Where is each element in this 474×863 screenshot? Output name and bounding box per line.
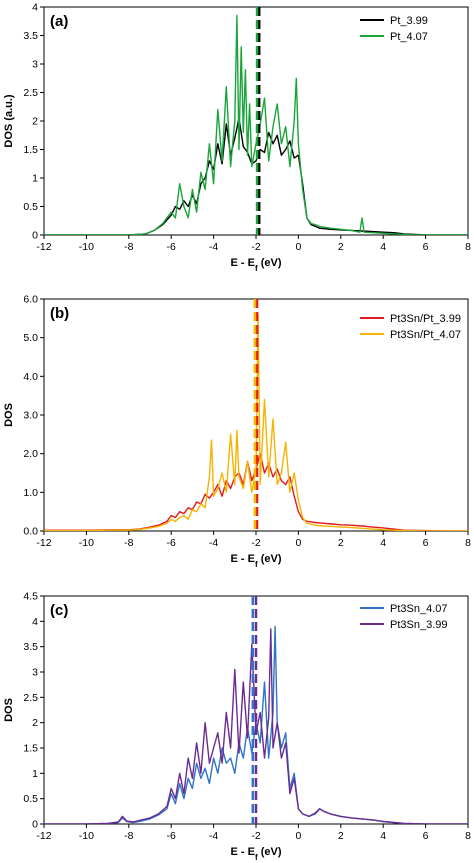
x-tick-label: 0 — [295, 537, 301, 549]
x-tick-label: -8 — [124, 830, 133, 842]
y-tick-label: 0 — [32, 819, 38, 831]
y-tick-label: 6.0 — [23, 294, 38, 306]
y-tick-label: 0.5 — [23, 201, 38, 213]
y-tick-label: 0.5 — [23, 793, 38, 805]
y-tick-label: 4 — [32, 616, 38, 628]
x-tick-label: -12 — [36, 830, 51, 842]
x-axis-label: E - Ef (eV) — [231, 257, 282, 273]
series-line-2 — [44, 628, 468, 824]
x-tick-label: -12 — [36, 537, 51, 549]
x-tick-label: -4 — [209, 241, 218, 253]
series-line-2 — [44, 14, 468, 235]
x-tick-label: -4 — [209, 830, 218, 842]
x-tick-label: 4 — [380, 830, 386, 842]
y-tick-label: 3.5 — [23, 30, 38, 42]
y-tick-label: 1 — [32, 173, 38, 185]
x-axis-label-tail: (eV) — [258, 553, 282, 565]
x-tick-label: 6 — [423, 241, 429, 253]
x-tick-label: 8 — [465, 537, 471, 549]
y-tick-label: 4 — [32, 2, 38, 14]
x-tick-label: -8 — [124, 241, 133, 253]
panel-label: (c) — [50, 602, 68, 619]
y-tick-label: 3.5 — [23, 641, 38, 653]
x-tick-label: -6 — [167, 830, 176, 842]
y-axis-label: DOS — [3, 698, 15, 722]
x-tick-label: -2 — [251, 241, 260, 253]
y-tick-label: 0 — [32, 230, 38, 242]
y-tick-label: 3 — [32, 59, 38, 71]
x-axis-label-sub: f — [255, 264, 258, 273]
x-axis-label-main: E - E — [231, 257, 255, 269]
y-tick-label: 1 — [32, 768, 38, 780]
x-tick-label: 8 — [465, 241, 471, 253]
chart-panel-3: 0 0.5 1 1.5 2 2.5 3 3.5 4 4.5 -12 -10 -8 -6 -4 -2 0 2 4 6 8 D… — [3, 591, 471, 862]
x-axis-label-tail: (eV) — [258, 846, 282, 858]
y-axis-label: DOS — [3, 403, 15, 427]
legend-label: Pt3Sn/Pt_4.07 — [390, 329, 461, 341]
x-tick-label: -10 — [79, 537, 94, 549]
y-tick-label: 4.0 — [23, 371, 38, 383]
legend-label: Pt3Sn_4.07 — [390, 603, 448, 615]
series-line-2 — [44, 313, 468, 531]
y-tick-label: 1.0 — [23, 487, 38, 499]
y-tick-label: 1.5 — [23, 743, 38, 755]
chart-panel-2: 0.0 1.0 2.0 3.0 4.0 5.0 6.0 -12 -10 -8 -6 -4 -2 0 2 4 6 8… — [3, 294, 471, 569]
x-tick-label: -6 — [167, 241, 176, 253]
y-tick-label: 2 — [32, 116, 38, 128]
x-tick-label: 0 — [295, 830, 301, 842]
x-tick-label: 6 — [423, 537, 429, 549]
legend-label: Pt3Sn_3.99 — [390, 619, 448, 631]
x-tick-label: -12 — [36, 241, 51, 253]
x-tick-label: 4 — [380, 537, 386, 549]
x-tick-label: -4 — [209, 537, 218, 549]
y-axis-label: DOS (a.u.) — [3, 94, 15, 148]
x-tick-label: 4 — [380, 241, 386, 253]
legend-label: Pt3Sn/Pt_3.99 — [390, 313, 461, 325]
x-tick-label: 2 — [338, 537, 344, 549]
x-tick-label: -2 — [251, 830, 260, 842]
x-tick-label: -2 — [251, 537, 260, 549]
y-tick-label: 3 — [32, 667, 38, 679]
y-tick-label: 3.0 — [23, 410, 38, 422]
x-tick-label: 2 — [338, 830, 344, 842]
x-axis-label-main: E - E — [231, 553, 255, 565]
x-tick-label: 8 — [465, 830, 471, 842]
y-tick-label: 0.0 — [23, 526, 38, 538]
x-tick-label: -10 — [79, 830, 94, 842]
x-tick-label: -8 — [124, 537, 133, 549]
x-axis-label-sub: f — [255, 853, 258, 862]
x-tick-label: 2 — [338, 241, 344, 253]
x-tick-label: 6 — [423, 830, 429, 842]
x-tick-label: -10 — [79, 241, 94, 253]
y-tick-label: 1.5 — [23, 144, 38, 156]
x-axis-label-main: E - E — [231, 846, 255, 858]
x-tick-label: -6 — [167, 537, 176, 549]
y-tick-label: 2.5 — [23, 87, 38, 99]
y-tick-label: 4.5 — [23, 591, 38, 603]
y-tick-label: 5.0 — [23, 332, 38, 344]
y-tick-label: 2.5 — [23, 692, 38, 704]
x-tick-label: 0 — [295, 241, 301, 253]
legend-label: Pt_3.99 — [390, 15, 428, 27]
y-tick-label: 2.0 — [23, 448, 38, 460]
y-tick-label: 2 — [32, 717, 38, 729]
x-axis-label: E - Ef (eV) — [231, 553, 282, 569]
x-axis-label-tail: (eV) — [258, 257, 282, 269]
panel-label: (a) — [50, 13, 68, 30]
chart-panel-1: 0 0.5 1 1.5 2 2.5 3 3.5 4 -12 -10 -8 -6 -4 -2 0 2 4 6 8 DOS … — [3, 2, 471, 273]
legend-label: Pt_4.07 — [390, 31, 428, 43]
panel-label: (b) — [50, 305, 69, 322]
x-axis-label-sub: f — [255, 560, 258, 569]
x-axis-label: E - Ef (eV) — [231, 846, 282, 862]
